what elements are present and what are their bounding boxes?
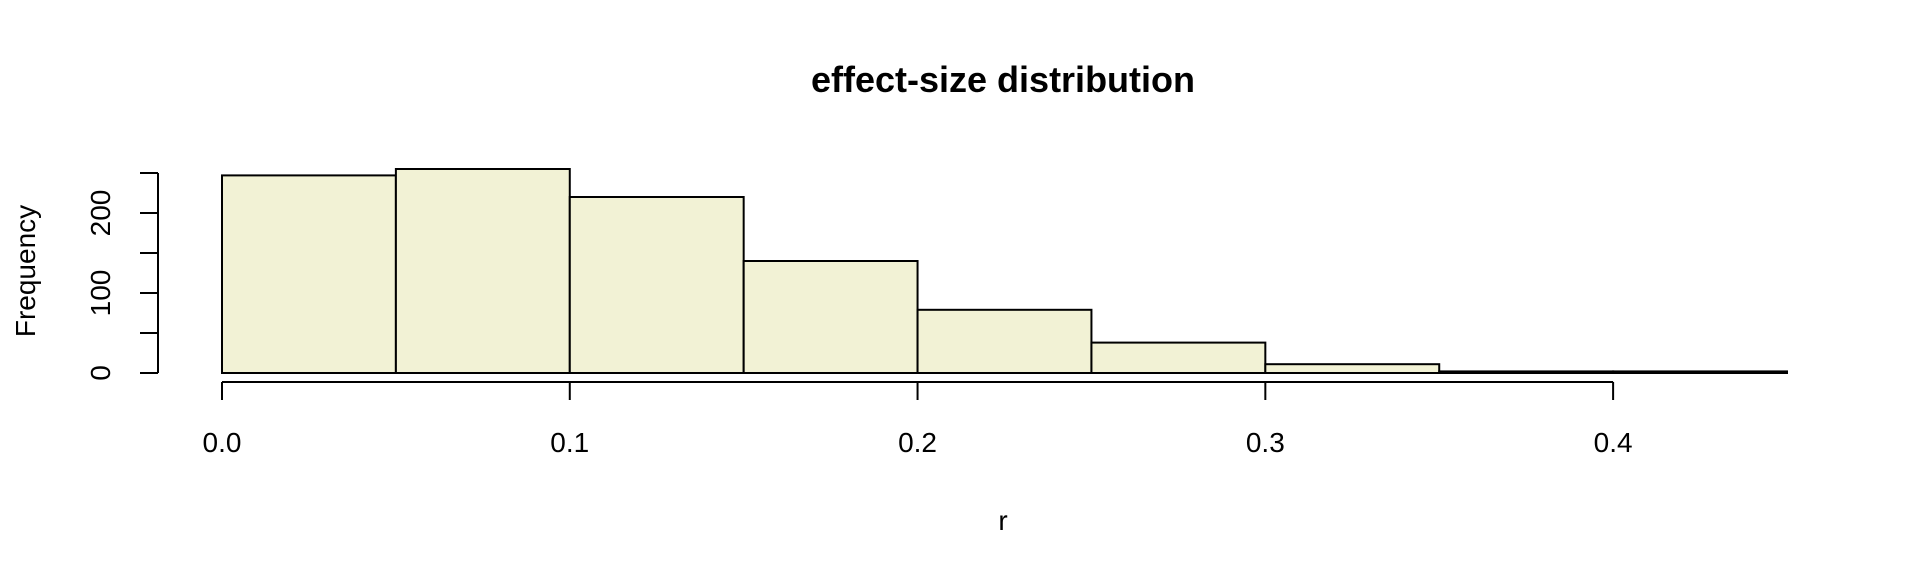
y-tick-label-4: 200	[85, 190, 116, 237]
chart-title: effect-size distribution	[811, 59, 1195, 100]
x-tick-label-3: 0.3	[1246, 427, 1285, 458]
histogram-bar-8	[1612, 370, 1788, 374]
x-tick-label-0: 0.0	[203, 427, 242, 458]
histogram-bar-0	[221, 174, 397, 374]
histogram-bar-7	[1438, 370, 1615, 374]
x-axis-label: r	[998, 505, 1007, 536]
x-tick-label-2: 0.2	[898, 427, 937, 458]
histogram-bar-3	[742, 260, 919, 374]
histogram-bar-5	[1090, 341, 1267, 375]
y-axis-label: Frequency	[10, 205, 41, 337]
y-tick-label-0: 0	[85, 365, 116, 381]
y-tick-label-2: 100	[85, 270, 116, 317]
histogram-bar-6	[1264, 363, 1441, 375]
bars-layer	[221, 168, 1788, 375]
histogram-bar-2	[568, 196, 745, 374]
x-tick-label-4: 0.4	[1594, 427, 1633, 458]
histogram-bar-4	[916, 308, 1093, 374]
y-axis: 0 100 200	[85, 172, 159, 381]
histogram-bar-1	[394, 168, 571, 374]
x-axis: 0.0 0.1 0.2 0.3 0.4	[203, 381, 1633, 458]
x-tick-label-1: 0.1	[550, 427, 589, 458]
